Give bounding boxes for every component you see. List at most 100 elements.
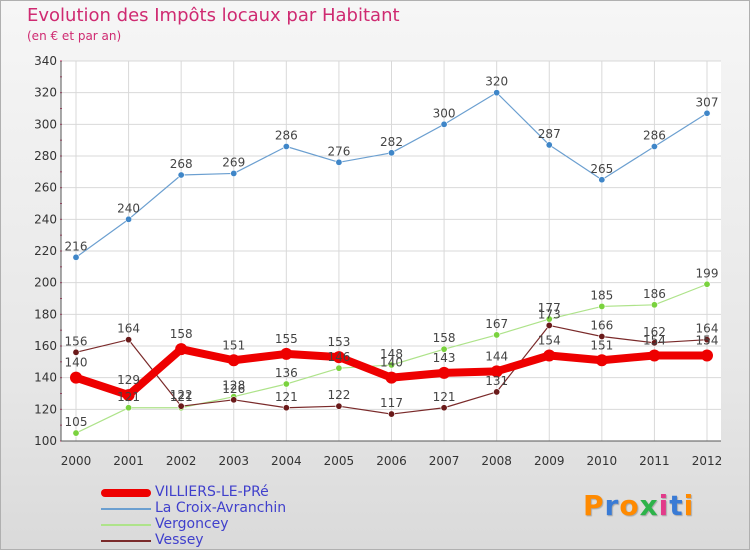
data-point	[703, 280, 711, 288]
legend-swatch	[101, 540, 151, 542]
data-label: 140	[380, 356, 403, 370]
data-point	[703, 109, 711, 117]
x-tick-label: 2003	[218, 454, 249, 468]
y-tick-label: 280	[34, 149, 57, 163]
data-point	[282, 380, 290, 388]
data-label: 177	[538, 301, 561, 315]
data-label: 162	[643, 325, 666, 339]
data-label: 144	[485, 349, 508, 363]
data-label: 158	[433, 331, 456, 345]
data-label: 131	[485, 374, 508, 388]
y-tick-label: 200	[34, 276, 57, 290]
x-tick-label: 2004	[271, 454, 302, 468]
data-label: 117	[380, 396, 403, 410]
data-point	[125, 336, 133, 344]
y-tick-label: 260	[34, 181, 57, 195]
data-point	[595, 354, 608, 367]
series-layer	[70, 89, 713, 437]
logo-letter: P	[583, 489, 605, 522]
data-label: 105	[65, 415, 88, 429]
x-tick-label: 2002	[166, 454, 197, 468]
data-label: 122	[170, 388, 193, 402]
x-tick-label: 2010	[587, 454, 618, 468]
data-point	[648, 349, 661, 362]
chart-title: Evolution des Impôts locaux par Habitant	[27, 5, 400, 26]
y-tick-label: 120	[34, 402, 57, 416]
data-point	[72, 348, 80, 356]
data-label: 282	[380, 135, 403, 149]
data-label: 167	[485, 317, 508, 331]
data-point	[125, 215, 133, 223]
data-label: 148	[380, 347, 403, 361]
data-label: 265	[590, 162, 613, 176]
y-tick-label: 160	[34, 339, 57, 353]
x-tick-label: 2000	[61, 454, 92, 468]
data-point	[598, 302, 606, 310]
data-label: 268	[170, 157, 193, 171]
data-label: 151	[590, 338, 613, 352]
data-label: 143	[433, 351, 456, 365]
data-point	[282, 143, 290, 151]
data-label: 140	[65, 356, 88, 370]
legend-swatch	[101, 489, 151, 497]
data-point	[701, 349, 713, 362]
x-tick-label: 2001	[113, 454, 144, 468]
data-point	[335, 364, 343, 372]
data-label: 276	[327, 144, 350, 158]
data-point	[230, 396, 238, 404]
data-point	[230, 169, 238, 177]
data-label: 146	[327, 350, 350, 364]
y-tick-label: 100	[34, 434, 57, 448]
y-tick-label: 340	[34, 54, 57, 68]
data-point	[335, 158, 343, 166]
axis-layer: 100 120 140 160 180 200 220 240 260 280 300 320 340 2…	[34, 54, 722, 468]
x-tick-label: 2012	[692, 454, 723, 468]
x-tick-label: 2008	[481, 454, 512, 468]
data-label: 129	[117, 373, 140, 387]
grid-layer	[61, 60, 721, 442]
data-label: 307	[696, 95, 719, 109]
y-tick-label: 220	[34, 244, 57, 258]
data-label: 286	[275, 129, 298, 143]
data-point	[177, 402, 185, 410]
data-label: 185	[590, 288, 613, 302]
data-label-layer: 216 240 268 269 286 276 282 300 320 287 265 286 307 1…	[65, 75, 719, 429]
data-label: 121	[275, 390, 298, 404]
y-tick-label: 180	[34, 307, 57, 321]
proxiti-logo: Proxiti	[583, 489, 694, 522]
data-point	[122, 389, 135, 402]
data-label: 320	[485, 75, 508, 89]
data-label: 136	[275, 366, 298, 380]
data-point	[650, 143, 658, 151]
data-label: 158	[170, 327, 193, 341]
data-point	[280, 347, 293, 360]
data-label: 126	[222, 382, 245, 396]
logo-letter: t	[669, 489, 684, 522]
data-point	[332, 351, 345, 364]
legend-label: VILLIERS-LE-PRé	[155, 484, 269, 500]
data-label: 164	[117, 322, 140, 336]
data-point	[598, 332, 606, 340]
x-tick-label: 2009	[534, 454, 565, 468]
legend-label: Vessey	[155, 532, 204, 548]
data-label: 153	[327, 335, 350, 349]
data-point	[545, 141, 553, 149]
data-point	[703, 336, 711, 344]
legend-swatch	[101, 508, 151, 510]
data-label: 121	[117, 390, 140, 404]
data-point	[387, 361, 395, 369]
x-tick-label: 2007	[429, 454, 460, 468]
x-tick-label: 2011	[639, 454, 670, 468]
y-tick-label: 240	[34, 212, 57, 226]
data-label: 121	[433, 390, 456, 404]
data-point	[125, 404, 133, 412]
data-point	[72, 429, 80, 437]
data-label: 154	[538, 334, 561, 348]
y-tick-label: 140	[34, 371, 57, 385]
data-point	[177, 171, 185, 179]
x-tick-label: 2006	[376, 454, 407, 468]
x-tick-label: 2005	[324, 454, 355, 468]
data-label: 156	[65, 334, 88, 348]
